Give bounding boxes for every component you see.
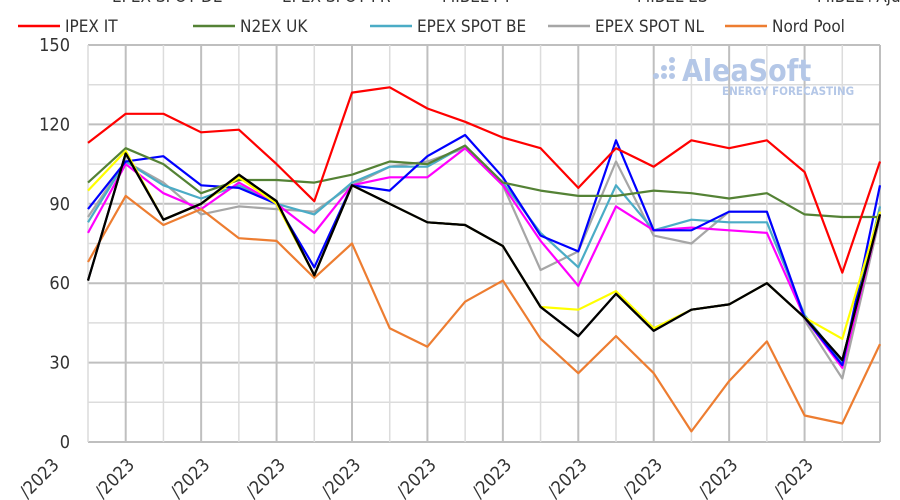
series-line-mibel-es xyxy=(86,152,882,362)
x-tick-label: /2023 xyxy=(167,455,215,500)
legend-label: MIBEL+Ajuste xyxy=(817,0,900,7)
legend-label: Nord Pool xyxy=(772,17,845,37)
series-line-mibel-ajuste xyxy=(87,149,882,340)
legend-label: MIBEL ES xyxy=(637,0,708,7)
legend-label: EPEX SPOT NL xyxy=(595,17,704,37)
y-tick-label: 0 xyxy=(60,432,70,453)
legend: EPEX SPOT DE EPEX SPOT FR MIBEL PT MIBEL ES… xyxy=(18,0,900,37)
series-line-epex-spot-nl xyxy=(87,147,882,380)
y-axis-ticks: 0 30 60 90 120 150 xyxy=(39,35,70,453)
y-tick-label: 60 xyxy=(49,273,70,294)
y-tick-label: 30 xyxy=(49,353,70,374)
series-line-mibel-pt xyxy=(86,152,882,362)
x-tick-label: /2023 xyxy=(468,455,516,500)
x-tick-label: /2023 xyxy=(619,455,667,500)
x-tick-label: /2023 xyxy=(91,455,139,500)
x-tick-label: /2023 xyxy=(16,455,64,500)
legend-label: IPEX IT xyxy=(65,17,118,37)
series-line-nord-pool xyxy=(87,194,881,433)
series-line-epex-spot-fr xyxy=(87,147,882,369)
y-tick-label: 120 xyxy=(39,114,70,135)
legend-label: N2EX UK xyxy=(240,17,308,37)
legend-label: MIBEL PT xyxy=(442,0,512,7)
watermark-tagline: ENERGY FORECASTING xyxy=(722,84,854,98)
legend-label: EPEX SPOT BE xyxy=(417,17,526,37)
series-line-epex-spot-de xyxy=(87,133,882,367)
series-line-epex-spot-be xyxy=(87,144,882,364)
x-tick-label: /2023 xyxy=(695,455,743,500)
x-axis-ticks: /2023/2023/2023/2023/2023/2023/2023/2023… xyxy=(16,455,818,500)
y-tick-label: 90 xyxy=(49,194,70,215)
x-tick-label: /2023 xyxy=(544,455,592,500)
x-tick-label: /2023 xyxy=(770,455,818,500)
series-line-n2ex-uk xyxy=(87,144,880,219)
y-tick-label: 150 xyxy=(39,35,70,56)
series-line-ipex-it xyxy=(87,86,882,274)
legend-label: EPEX SPOT FR xyxy=(282,0,391,7)
watermark-brand: AleaSoft xyxy=(682,54,811,89)
legend-label: EPEX SPOT DE xyxy=(112,0,222,7)
aleasoft-watermark: AleaSoft ENERGY FORECASTING xyxy=(653,54,854,98)
x-tick-label: /2023 xyxy=(317,455,365,500)
x-tick-label: /2023 xyxy=(242,455,290,500)
grid xyxy=(87,44,881,443)
x-tick-label: /2023 xyxy=(393,455,441,500)
series-lines xyxy=(86,86,882,433)
